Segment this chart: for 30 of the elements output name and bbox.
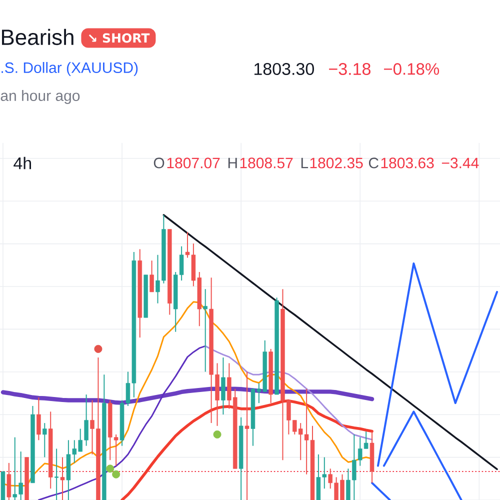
candlestick — [203, 288, 208, 372]
chart-title: Bearish — [2, 28, 74, 46]
text: −3.18 — [329, 62, 370, 76]
text: 1807.07 — [167, 158, 220, 168]
text: 4h — [14, 156, 31, 170]
candlestick — [150, 260, 154, 292]
candlestick — [42, 422, 47, 458]
text: 1802.35 — [310, 158, 363, 168]
candlestick — [60, 456, 65, 500]
point — [106, 464, 114, 473]
point — [112, 470, 120, 478]
text: 1803.30 — [254, 62, 314, 76]
text: L — [301, 158, 308, 168]
chart-subtitle: .S. Dollar (XAUUSD) — [2, 62, 138, 76]
text: −0.18% — [384, 63, 440, 75]
point — [213, 430, 222, 438]
point — [94, 344, 102, 353]
text: 1808.57 — [240, 158, 293, 168]
candlestick — [36, 396, 41, 441]
text: O — [154, 158, 164, 168]
candlestick — [54, 448, 60, 500]
text: 1803.63 — [381, 158, 434, 168]
candlestick — [244, 371, 250, 500]
text: C — [368, 158, 378, 168]
text: ↘ SHORT — [88, 33, 150, 43]
text: −3.44 — [442, 158, 479, 168]
text: H — [228, 158, 237, 168]
candlestick — [6, 462, 12, 500]
candlestick — [221, 356, 226, 415]
text: an hour ago — [0, 90, 80, 104]
